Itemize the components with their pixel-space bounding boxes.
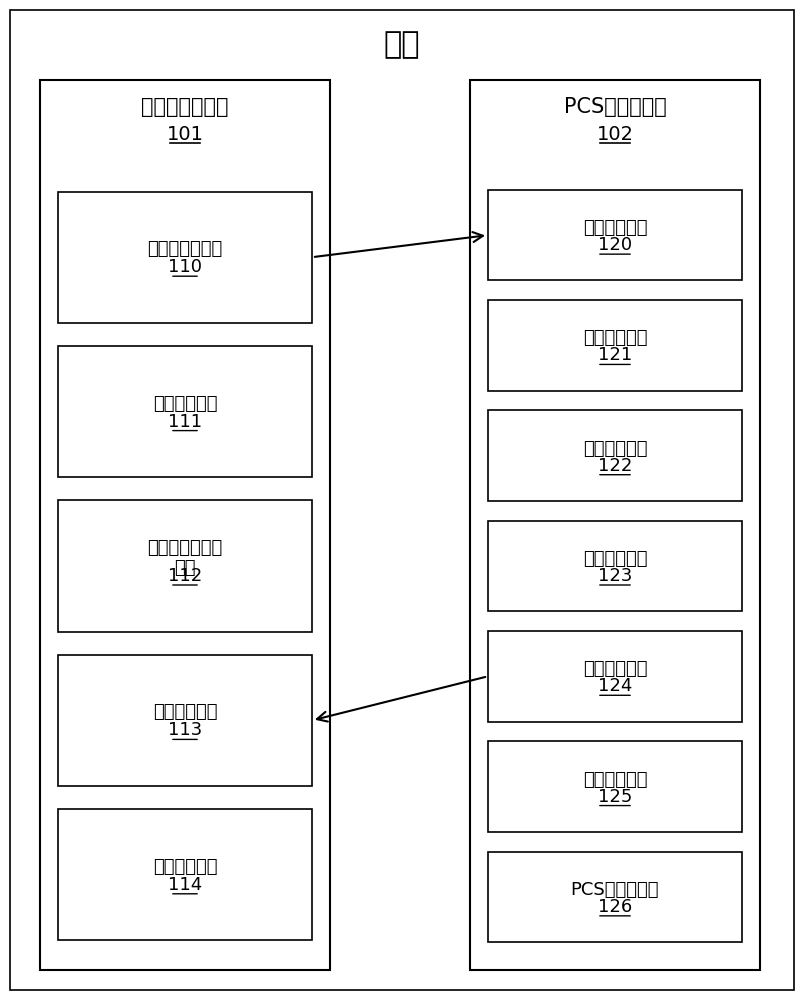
Text: 123: 123 [597, 567, 631, 585]
Text: 链路层逻辑电路: 链路层逻辑电路 [141, 97, 229, 117]
Text: 114: 114 [168, 876, 202, 894]
Text: 芯片: 芯片 [383, 30, 420, 60]
Text: 接口控制模块: 接口控制模块 [582, 771, 646, 789]
Text: 121: 121 [597, 346, 631, 364]
Text: 数据解码模块: 数据解码模块 [582, 440, 646, 458]
Text: 数据编码模块: 数据编码模块 [582, 329, 646, 347]
Text: 124: 124 [597, 677, 631, 695]
Text: 125: 125 [597, 788, 631, 806]
Text: 122: 122 [597, 457, 631, 475]
FancyBboxPatch shape [470, 80, 759, 970]
FancyBboxPatch shape [58, 192, 312, 323]
FancyBboxPatch shape [40, 80, 329, 970]
Text: 协议包通道管理
模块: 协议包通道管理 模块 [147, 539, 222, 577]
FancyBboxPatch shape [487, 741, 741, 832]
Text: 112: 112 [168, 567, 202, 585]
FancyBboxPatch shape [487, 852, 741, 942]
FancyBboxPatch shape [487, 521, 741, 611]
Text: 110: 110 [168, 258, 202, 276]
Text: 102: 102 [596, 125, 633, 144]
Text: PCS层传输模块: PCS层传输模块 [570, 881, 658, 899]
Text: 数据解扰模块: 数据解扰模块 [582, 660, 646, 678]
FancyBboxPatch shape [58, 346, 312, 477]
Text: 126: 126 [597, 898, 631, 916]
FancyBboxPatch shape [487, 300, 741, 391]
Text: 链路层传输模块: 链路层传输模块 [147, 240, 222, 258]
FancyBboxPatch shape [10, 10, 793, 990]
FancyBboxPatch shape [487, 410, 741, 501]
Text: 重传控制模块: 重传控制模块 [153, 703, 217, 721]
Text: 数据加扰模块: 数据加扰模块 [582, 550, 646, 568]
Text: 中断请求模块: 中断请求模块 [153, 858, 217, 876]
Text: PCS层逻辑电路: PCS层逻辑电路 [563, 97, 666, 117]
Text: 链路训练模块: 链路训练模块 [582, 219, 646, 237]
Text: 111: 111 [168, 413, 202, 431]
FancyBboxPatch shape [58, 655, 312, 786]
FancyBboxPatch shape [487, 631, 741, 722]
Text: 101: 101 [166, 125, 203, 144]
Text: 120: 120 [597, 236, 631, 254]
Text: 数据校验模块: 数据校验模块 [153, 395, 217, 413]
FancyBboxPatch shape [487, 190, 741, 280]
FancyBboxPatch shape [58, 500, 312, 632]
Text: 113: 113 [168, 721, 202, 739]
FancyBboxPatch shape [58, 809, 312, 940]
